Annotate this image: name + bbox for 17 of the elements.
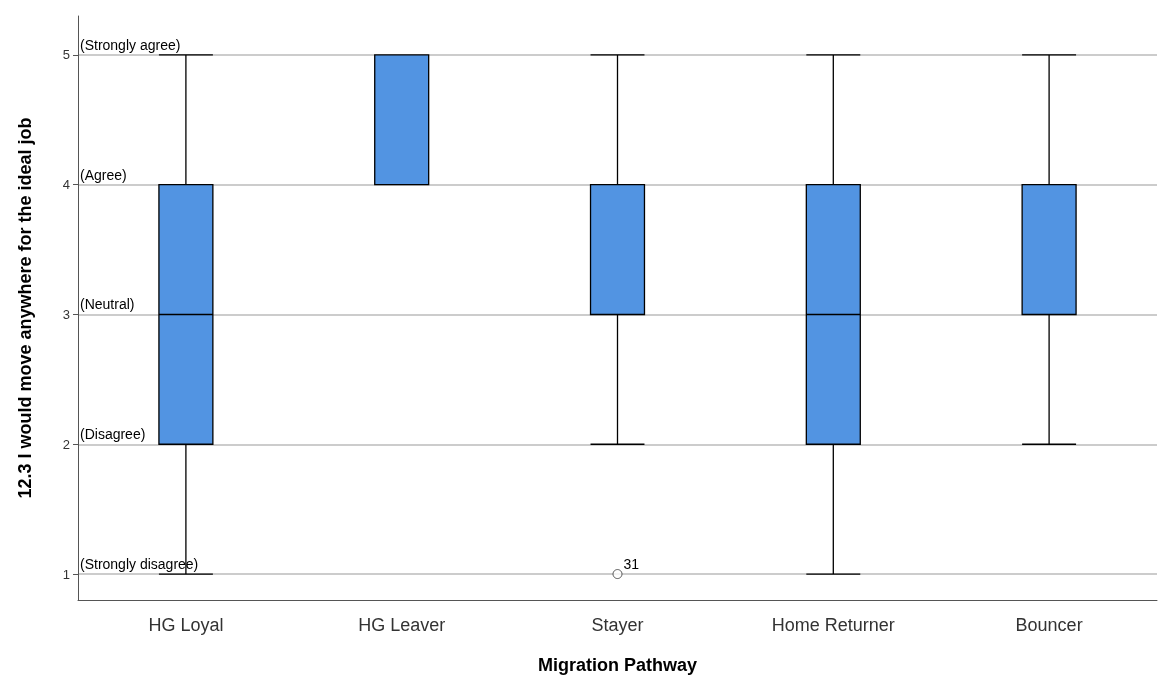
x-tick-label: Home Returner xyxy=(771,615,895,635)
annotation: (Disagree) xyxy=(80,426,146,443)
x-tick-label: HG Leaver xyxy=(358,615,446,635)
y-tick-label: 4 xyxy=(62,177,70,193)
annotation: (Strongly agree) xyxy=(80,36,181,53)
y-axis-title: 12.3 I would move anywhere for the ideal job xyxy=(15,117,35,499)
x-tick-label: Stayer xyxy=(591,615,644,635)
annotation: (Agree) xyxy=(80,166,127,183)
x-axis-title: Migration Pathway xyxy=(537,655,698,675)
y-tick-label: 1 xyxy=(62,566,70,582)
annotation: 31 xyxy=(623,556,640,573)
y-tick-label: 2 xyxy=(62,436,70,452)
x-tick-label: HG Loyal xyxy=(148,615,224,635)
x-tick-label: Bouncer xyxy=(1015,615,1083,635)
y-tick-label: 5 xyxy=(62,47,70,63)
annotation: (Neutral) xyxy=(80,296,135,313)
y-tick-label: 3 xyxy=(62,306,70,322)
